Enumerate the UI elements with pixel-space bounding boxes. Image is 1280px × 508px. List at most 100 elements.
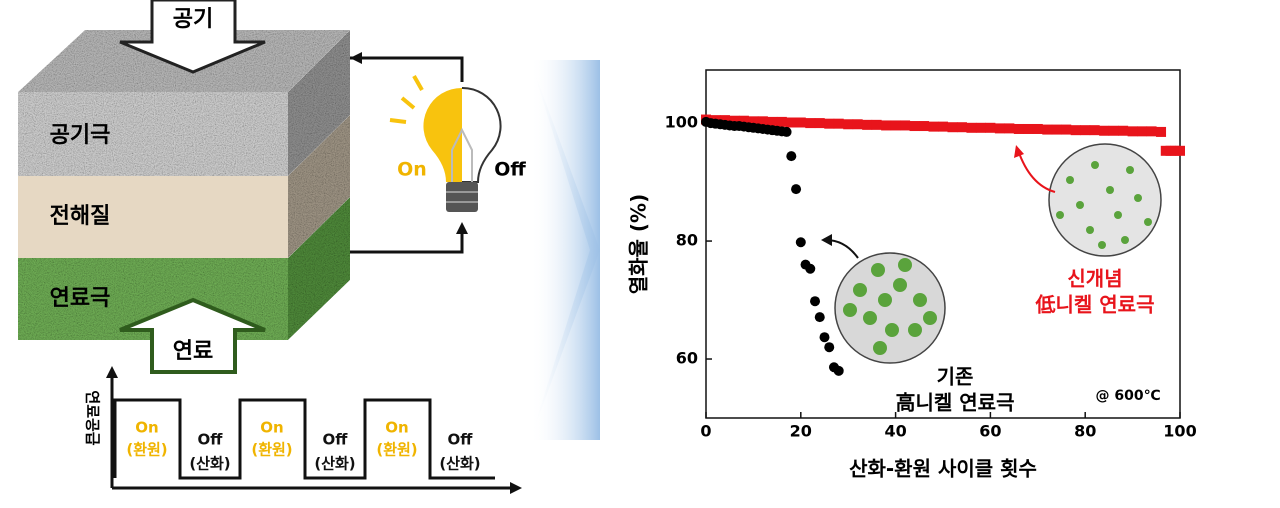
fuel-label: 연료 — [173, 339, 213, 364]
point — [1118, 125, 1129, 136]
annotation: 低니켈 연료극 — [1035, 293, 1155, 317]
ray — [412, 75, 424, 91]
wire — [350, 228, 464, 254]
point — [1070, 125, 1081, 136]
y-tick-label: 100 — [665, 113, 698, 132]
point — [810, 296, 821, 307]
ray — [389, 118, 407, 124]
x-tick-label: 60 — [979, 422, 1001, 441]
side-air — [288, 30, 350, 176]
point — [1089, 125, 1100, 136]
y-tick-label: 60 — [676, 349, 698, 368]
point — [881, 120, 892, 131]
point — [824, 118, 835, 129]
wire — [350, 56, 464, 82]
point — [890, 120, 901, 131]
point — [1061, 124, 1072, 135]
chevron — [530, 60, 600, 440]
point — [1108, 125, 1119, 136]
x-tick-label: 0 — [700, 422, 711, 441]
electrolyte — [18, 176, 288, 258]
inset-circle — [1048, 143, 1162, 257]
phase-state: Off — [323, 431, 349, 449]
annotation: 高니켈 연료극 — [896, 391, 1015, 415]
x-tick-label: 40 — [884, 422, 906, 441]
point — [776, 116, 787, 127]
point — [1013, 123, 1024, 134]
point — [1127, 126, 1138, 137]
layer-label: 공기극 — [50, 123, 111, 148]
point — [1080, 125, 1091, 136]
phase-action: (산화) — [314, 455, 355, 473]
chevron-tip — [530, 60, 600, 440]
point — [1042, 124, 1053, 135]
point — [795, 237, 806, 248]
x-axis-title: 산화-환원 사이클 횟수 — [849, 457, 1037, 481]
inset-particles — [1056, 161, 1152, 249]
phase-action: (환원) — [376, 441, 417, 459]
bulb-base — [446, 182, 478, 212]
phase-state: On — [260, 419, 283, 437]
wire-arrow — [350, 52, 362, 64]
phase-action: (산화) — [439, 455, 480, 473]
point — [805, 118, 816, 129]
point — [994, 123, 1005, 134]
fuel-arrow — [119, 297, 266, 374]
point — [852, 119, 863, 130]
phase-state: On — [385, 419, 408, 437]
pulse-chart: 연료공급 — [84, 366, 522, 494]
point — [781, 126, 792, 137]
point — [1175, 145, 1185, 156]
point — [833, 365, 844, 376]
off-label: Off — [494, 159, 526, 181]
point — [833, 118, 844, 129]
point — [909, 121, 920, 132]
air-label: 공기 — [173, 7, 213, 32]
annotation-arrowhead — [821, 234, 832, 246]
air-electrode — [18, 92, 288, 176]
annotation-arrow — [1017, 149, 1056, 193]
air-arrow — [119, 0, 266, 74]
point — [786, 151, 797, 162]
point — [1137, 126, 1148, 137]
axis-arrow — [510, 482, 522, 494]
y-tick-label: 80 — [676, 231, 698, 250]
point — [738, 115, 749, 126]
side-fuel — [288, 197, 350, 340]
point — [791, 184, 802, 195]
point — [805, 263, 816, 274]
point — [862, 119, 873, 130]
inset-particles — [843, 258, 937, 355]
point — [795, 117, 806, 128]
plot-frame — [705, 69, 1181, 419]
point — [819, 332, 830, 343]
phase-action: (산화) — [189, 455, 230, 473]
on-label: On — [397, 159, 427, 181]
bulb: On Off — [389, 75, 526, 212]
bulb-on-half — [423, 87, 462, 182]
phase-state: Off — [198, 431, 224, 449]
inset-new — [1048, 143, 1162, 257]
point — [1032, 123, 1043, 134]
point — [871, 119, 882, 130]
point — [1146, 126, 1157, 137]
point — [786, 117, 797, 128]
point — [757, 116, 768, 127]
point — [1004, 123, 1015, 134]
point — [1023, 123, 1034, 134]
point — [966, 122, 977, 133]
point — [748, 116, 759, 127]
x-tick-label: 100 — [1163, 422, 1196, 441]
annotation: 신개념 — [1067, 267, 1122, 291]
bulb-off-half — [461, 86, 502, 183]
phase-state: On — [135, 419, 158, 437]
cell-cube: 공기극 전해질 연료극 — [18, 30, 350, 340]
layer-label: 전해질 — [50, 204, 111, 229]
wire-arrow — [456, 222, 468, 234]
annotation: @ 600℃ — [1095, 388, 1160, 404]
point — [938, 121, 948, 132]
side-electrolyte — [288, 115, 350, 258]
inset-old — [834, 252, 946, 364]
point — [900, 120, 911, 131]
y-axis-title: 열화율 (%) — [627, 194, 651, 294]
